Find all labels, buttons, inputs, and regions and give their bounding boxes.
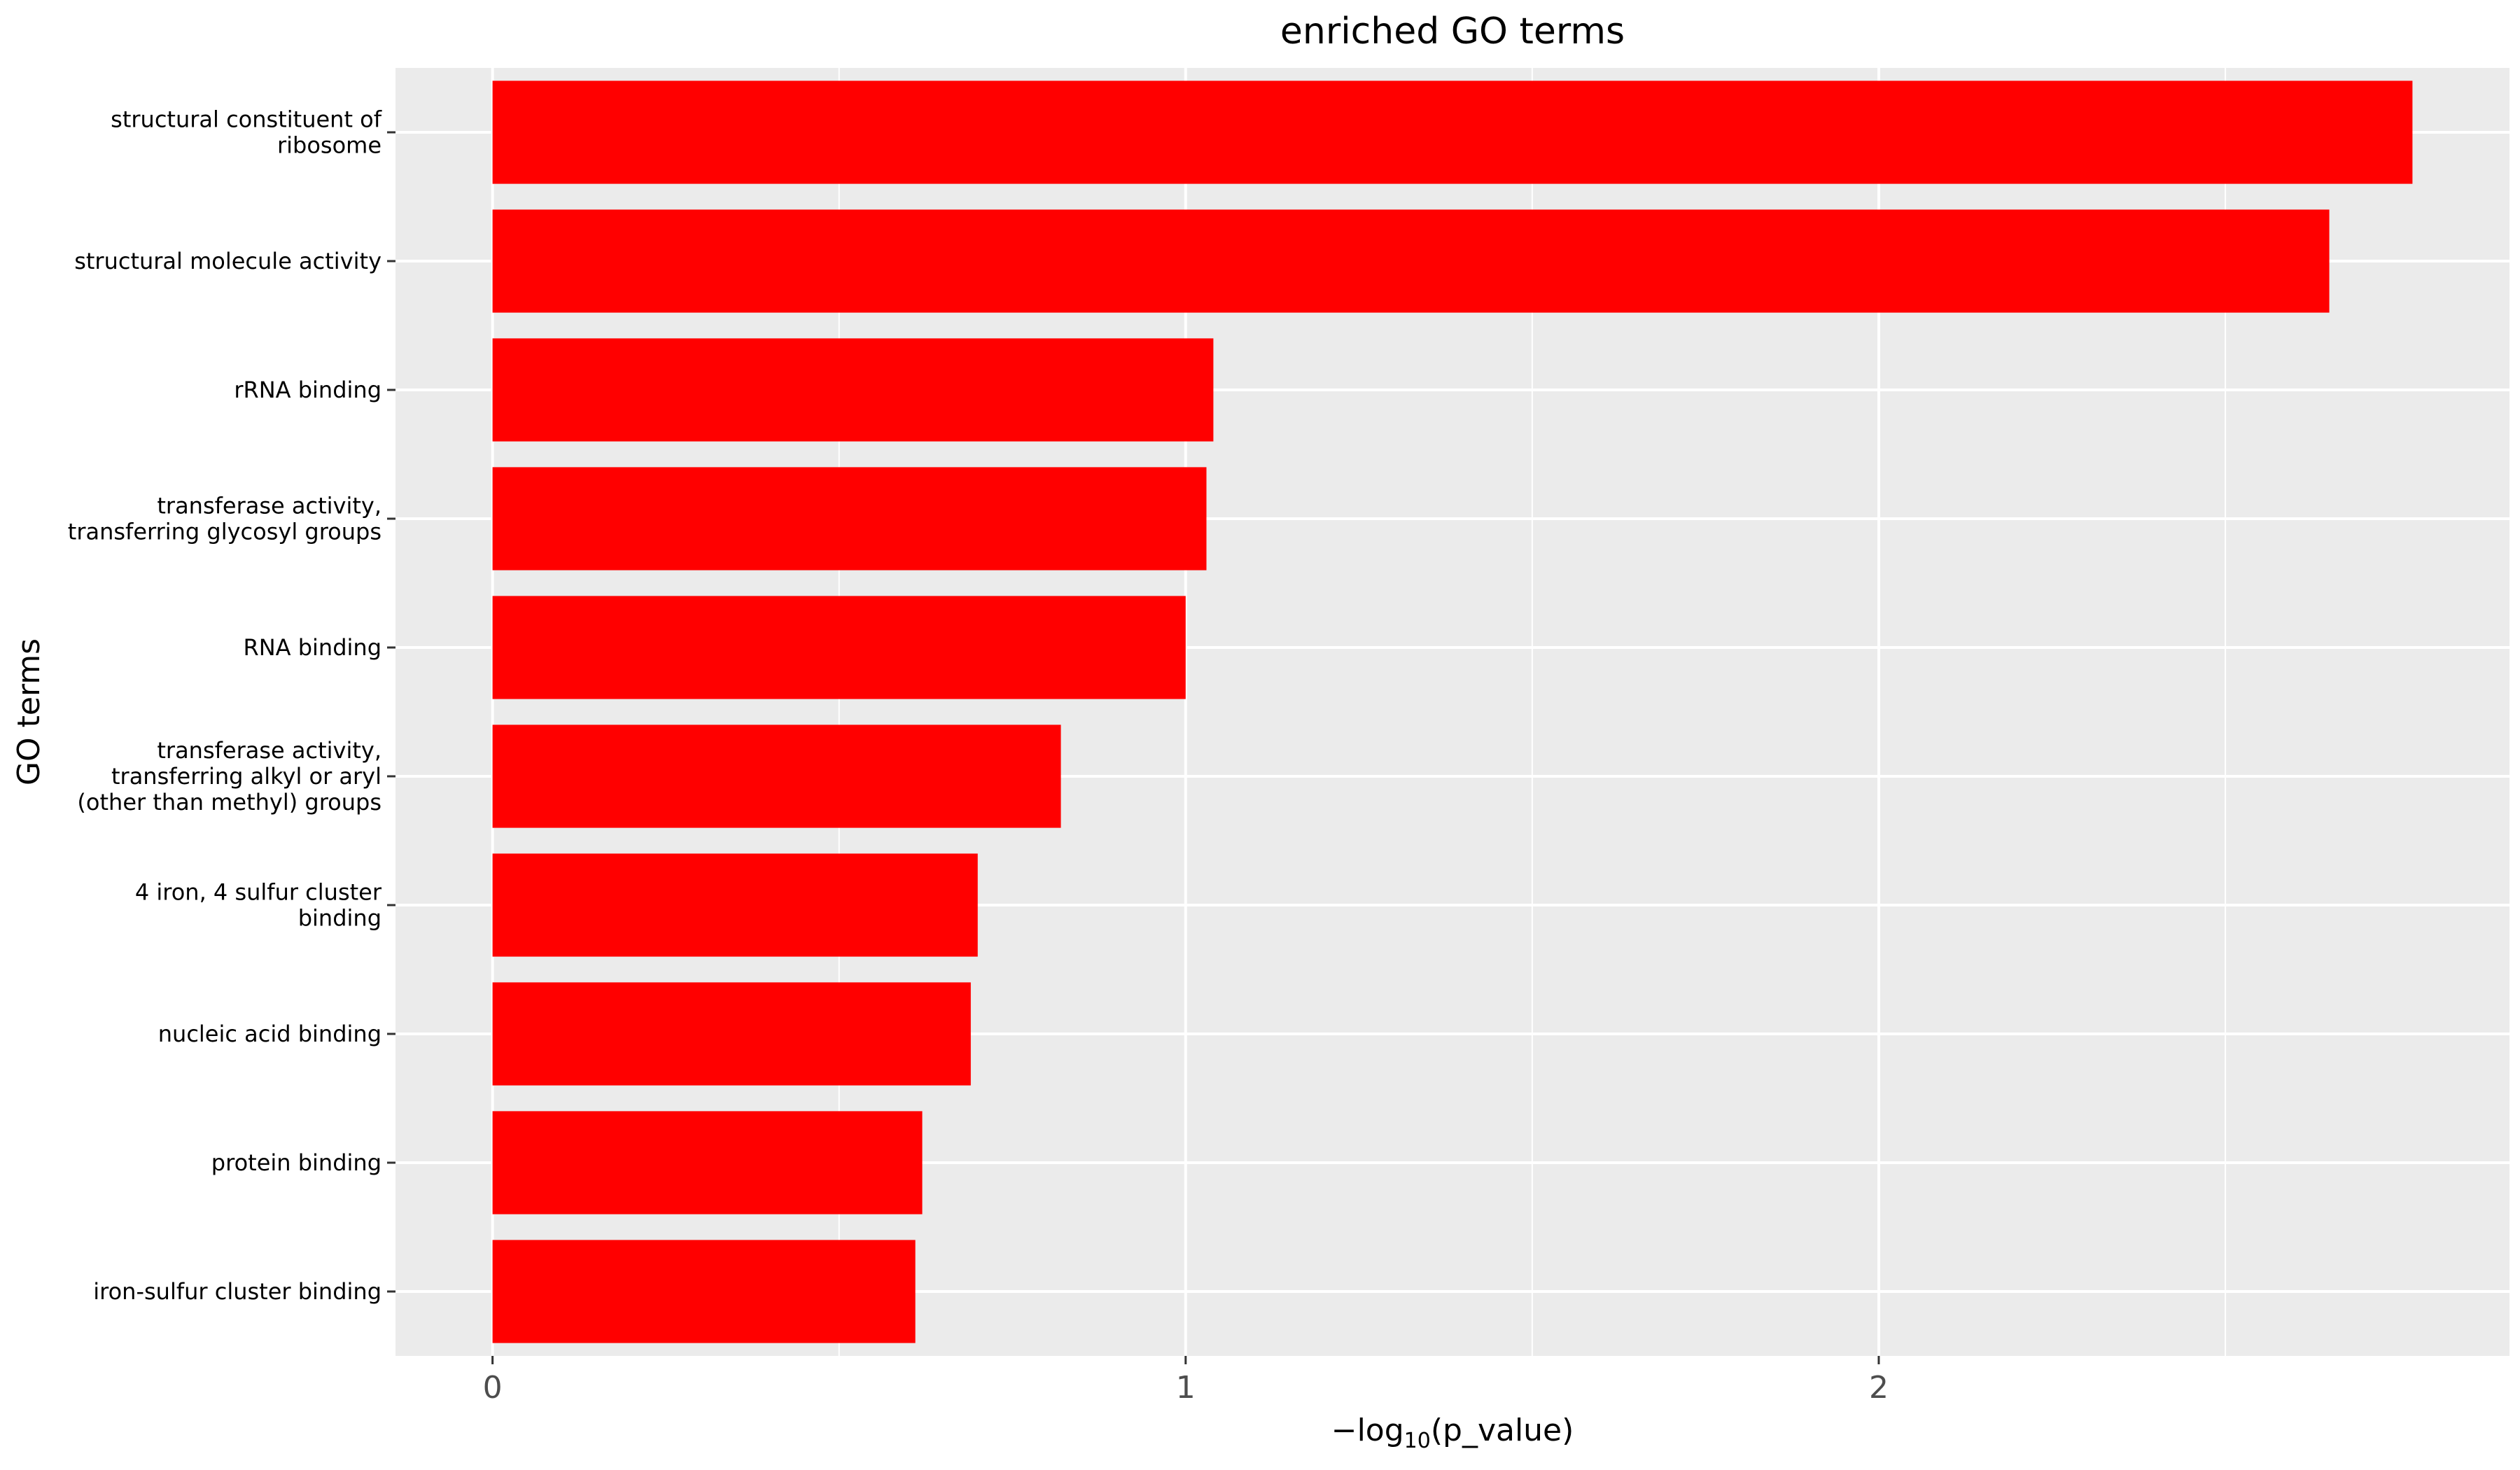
bar [492, 1240, 916, 1343]
x-axis-title-subscript: 10 [1404, 1429, 1431, 1453]
y-tick-label: RNA binding [243, 634, 382, 661]
y-tick-label-line: nucleic acid binding [158, 1021, 382, 1047]
y-tick-label-line: 4 iron, 4 sulfur cluster [135, 879, 382, 906]
y-tick-label-line: rRNA binding [234, 377, 382, 403]
y-tick-label-line: ribosome [277, 132, 382, 159]
bar [492, 467, 1207, 570]
bar [492, 1111, 923, 1214]
y-tick-label: nucleic acid binding [158, 1021, 382, 1047]
y-tick-label: protein binding [211, 1149, 382, 1176]
bar [492, 338, 1214, 442]
y-tick-label: iron-sulfur cluster binding [93, 1278, 382, 1305]
x-axis-ticks: 0 1 2 [483, 1356, 1889, 1406]
chart-title: enriched GO terms [1280, 10, 1625, 52]
bar [492, 80, 2413, 184]
x-axis-title-main: −log [1331, 1413, 1404, 1448]
y-tick-label-line: transferring alkyl or aryl [111, 763, 382, 790]
bar [492, 853, 978, 957]
y-axis-title: GO terms [11, 638, 47, 785]
y-tick-label: 4 iron, 4 sulfur cluster binding [135, 879, 382, 932]
y-tick-label-line: structural constituent of [111, 106, 382, 133]
x-axis-title: −log10(p_value) [1331, 1413, 1574, 1453]
y-tick-label-line: RNA binding [243, 634, 382, 661]
y-tick-label-line: (other than methyl) groups [77, 789, 382, 816]
y-tick-label-line: transferring glycosyl groups [68, 519, 382, 545]
y-tick-label-line: transferase activity, [157, 737, 382, 764]
bar [492, 724, 1061, 828]
x-tick-label: 2 [1869, 1370, 1889, 1406]
y-tick-label-line: iron-sulfur cluster binding [93, 1278, 382, 1305]
y-tick-label: rRNA binding [234, 377, 382, 403]
y-tick-label: transferase activity, transferring glycos… [68, 493, 382, 545]
y-tick-label: transferase activity, transferring alkyl … [77, 737, 382, 816]
x-axis-title-suffix: (p_value) [1431, 1413, 1574, 1448]
bar [492, 209, 2330, 313]
y-tick-label: structural molecule activity [74, 248, 382, 274]
bars [492, 80, 2413, 1343]
y-tick-label-line: transferase activity, [157, 493, 382, 519]
y-axis-ticks: structural constituent of ribosomestructu… [68, 106, 396, 1305]
y-tick-label: structural constituent of ribosome [111, 106, 382, 159]
x-tick-label: 0 [483, 1370, 503, 1406]
bar [492, 596, 1186, 699]
bar [492, 982, 971, 1086]
y-tick-label-line: structural molecule activity [74, 248, 382, 274]
y-tick-label-line: protein binding [211, 1149, 382, 1176]
y-tick-label-line: binding [298, 905, 382, 932]
x-tick-label: 1 [1176, 1370, 1196, 1406]
